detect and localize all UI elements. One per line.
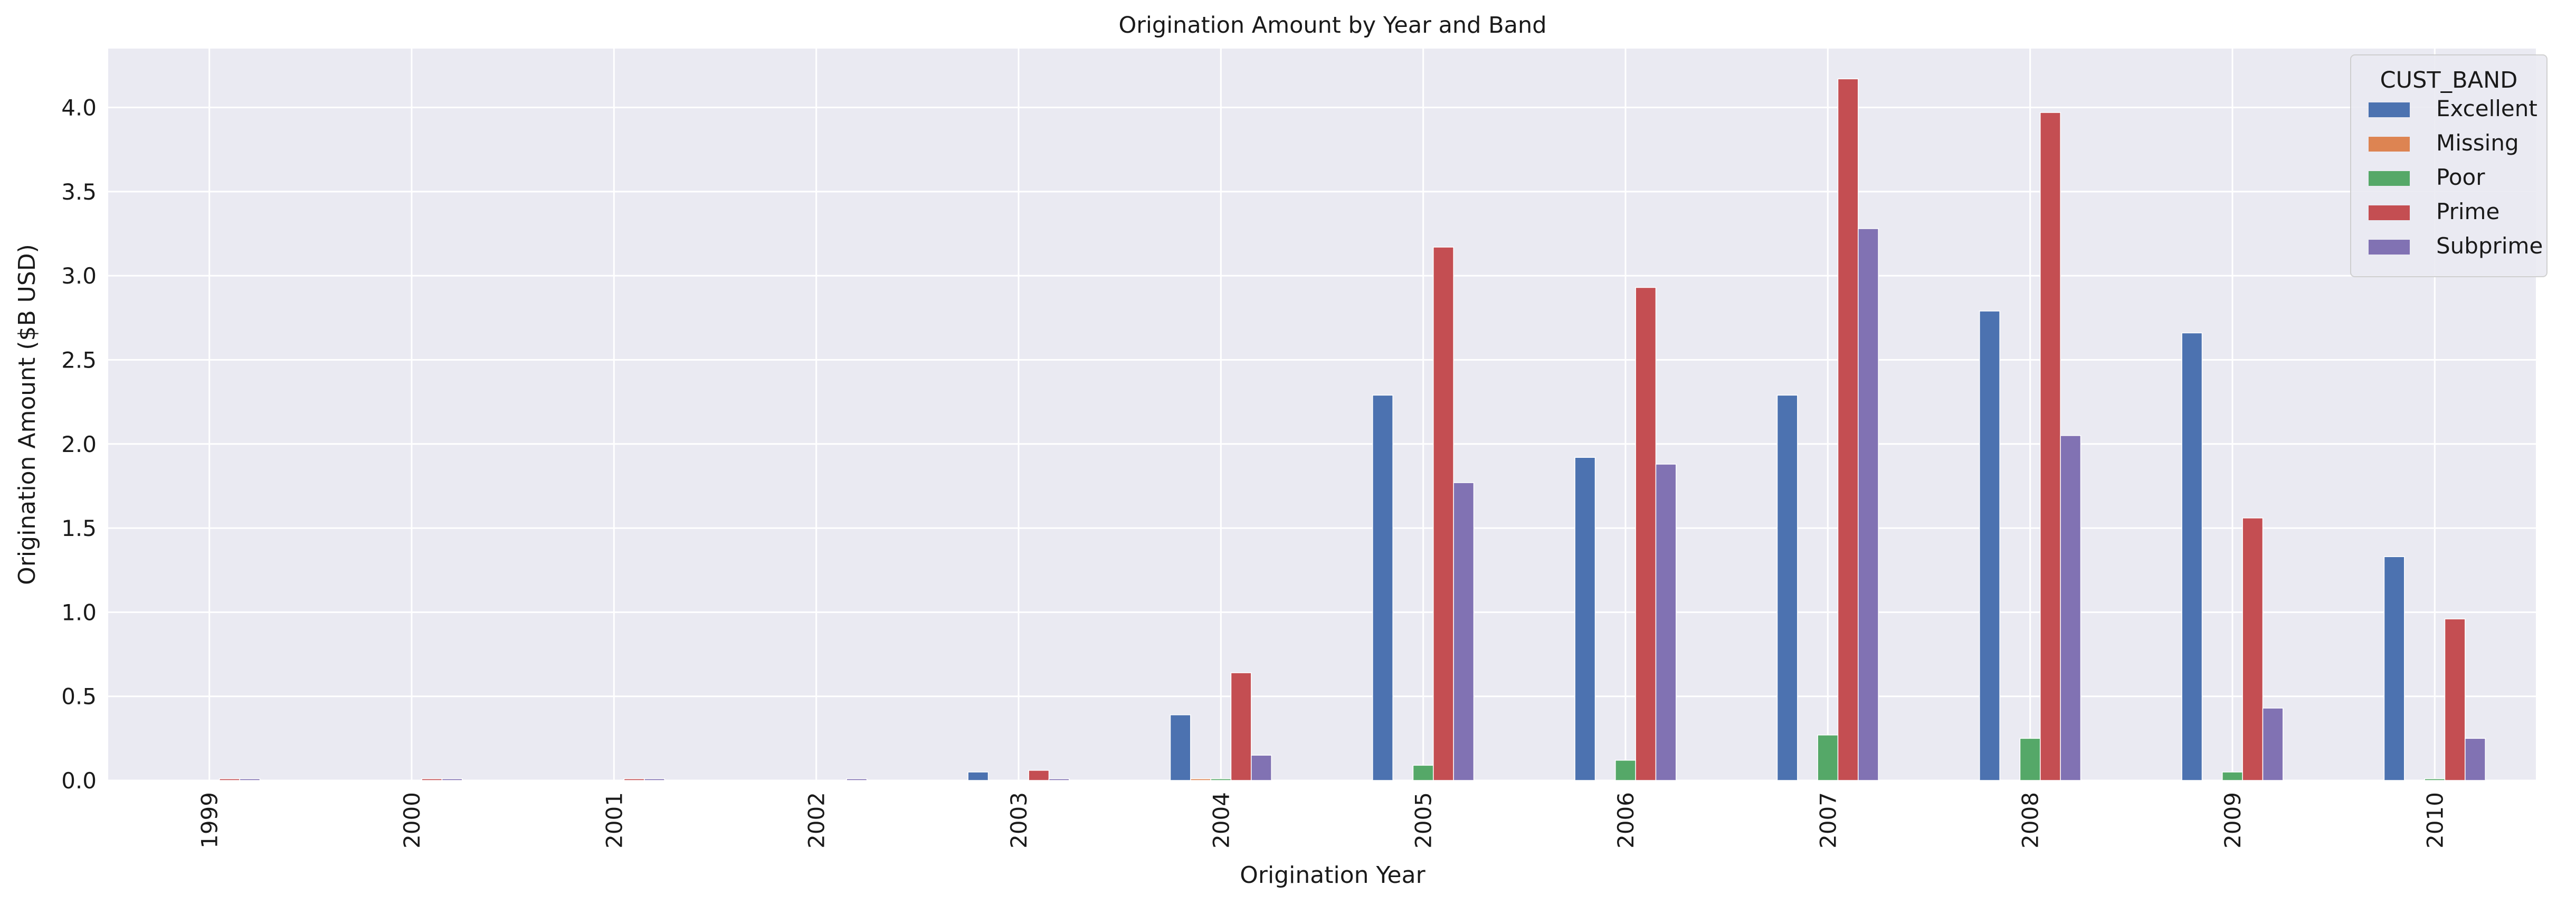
bar-subprime-2008 bbox=[2060, 435, 2081, 781]
legend-swatch bbox=[2369, 240, 2410, 255]
y-tick-label: 1.5 bbox=[61, 515, 97, 541]
x-tick-label: 2009 bbox=[2220, 792, 2246, 849]
bar-poor-2005 bbox=[1412, 765, 1434, 781]
bar-excellent-2007 bbox=[1776, 394, 1798, 781]
bar-prime-2008 bbox=[2040, 112, 2061, 781]
legend-items: Excellent Missing Poor Prime Subprime bbox=[2369, 96, 2543, 259]
bar-subprime-2001 bbox=[644, 778, 665, 781]
x-tick-label: 2010 bbox=[2422, 792, 2448, 849]
bar-excellent-2010 bbox=[2383, 556, 2405, 781]
bar-poor-2004 bbox=[1210, 778, 1232, 781]
x-tick-label: 2007 bbox=[1815, 792, 1841, 849]
y-tick-label: 4.0 bbox=[61, 95, 97, 121]
legend-label: Subprime bbox=[2436, 233, 2543, 259]
bar-subprime-2002 bbox=[846, 778, 868, 781]
y-tick-label: 1.0 bbox=[61, 599, 97, 625]
bar-prime-2006 bbox=[1635, 287, 1657, 781]
bar-excellent-2008 bbox=[1979, 310, 2000, 781]
legend-title: CUST_BAND bbox=[2380, 67, 2518, 93]
legend-label: Poor bbox=[2436, 164, 2485, 190]
bar-subprime-2000 bbox=[441, 778, 463, 781]
legend-swatch bbox=[2369, 102, 2410, 117]
legend-label: Prime bbox=[2436, 199, 2499, 224]
bar-excellent-2009 bbox=[2181, 332, 2203, 781]
x-tick-label: 2001 bbox=[601, 792, 627, 849]
y-axis-label: Origination Amount ($B USD) bbox=[14, 244, 41, 585]
bar-excellent-2003 bbox=[967, 771, 989, 781]
bar-subprime-2010 bbox=[2465, 738, 2486, 781]
x-tick-label: 2002 bbox=[804, 792, 830, 849]
legend-swatch bbox=[2369, 171, 2410, 186]
bar-subprime-2004 bbox=[1251, 755, 1272, 781]
x-axis-label: Origination Year bbox=[1240, 862, 1425, 889]
bar-prime-2004 bbox=[1230, 672, 1252, 781]
bar-series bbox=[219, 78, 2486, 781]
bar-subprime-2007 bbox=[1858, 228, 1879, 781]
vertical-gridlines bbox=[208, 49, 2436, 780]
x-tick-label: 2003 bbox=[1006, 792, 1032, 849]
bar-poor-2010 bbox=[2424, 778, 2446, 781]
chart-title: Origination Amount by Year and Band bbox=[1118, 12, 1546, 39]
bar-poor-2007 bbox=[1817, 734, 1839, 781]
legend-swatch bbox=[2369, 205, 2410, 220]
bar-excellent-2005 bbox=[1372, 394, 1393, 781]
bar-prime-2000 bbox=[421, 778, 443, 781]
bar-prime-2007 bbox=[1837, 78, 1859, 781]
x-tick-label: 2000 bbox=[399, 792, 425, 849]
bar-prime-2005 bbox=[1433, 247, 1454, 781]
x-tick-label: 2005 bbox=[1411, 792, 1437, 849]
x-tick-label: 2006 bbox=[1613, 792, 1639, 849]
legend: CUST_BAND Excellent Missing Poor Prime Subpr… bbox=[2350, 54, 2548, 277]
legend-label: Missing bbox=[2436, 130, 2519, 156]
bar-missing-2004 bbox=[1190, 778, 1211, 781]
bar-excellent-2006 bbox=[1574, 457, 1596, 781]
plot-area bbox=[108, 49, 2536, 780]
y-tick-labels: 0.0 0.5 1.0 1.5 2.0 2.5 3.0 3.5 4.0 bbox=[61, 95, 97, 794]
x-tick-labels: 1999 2000 2001 2002 2003 2004 2005 2006 2007 2008… bbox=[197, 792, 2448, 849]
bar-prime-2009 bbox=[2242, 517, 2264, 781]
bar-excellent-2004 bbox=[1170, 714, 1191, 781]
y-tick-label: 0.0 bbox=[61, 768, 97, 794]
bar-prime-1999 bbox=[219, 778, 240, 781]
y-tick-label: 2.5 bbox=[61, 347, 97, 373]
bar-poor-2006 bbox=[1615, 760, 1636, 781]
bar-subprime-1999 bbox=[239, 778, 261, 781]
x-tick-label: 2004 bbox=[1208, 792, 1234, 849]
y-tick-label: 2.0 bbox=[61, 431, 97, 457]
y-tick-label: 0.5 bbox=[61, 684, 97, 710]
x-tick-label: 2008 bbox=[2018, 792, 2043, 849]
y-tick-label: 3.5 bbox=[61, 179, 97, 205]
bar-subprime-2003 bbox=[1048, 778, 1070, 781]
y-tick-label: 3.0 bbox=[61, 263, 97, 289]
x-tick-label: 1999 bbox=[197, 792, 223, 849]
horizontal-gridlines bbox=[108, 107, 2536, 781]
bar-poor-2009 bbox=[2222, 771, 2243, 781]
bar-subprime-2005 bbox=[1453, 482, 1475, 781]
bar-prime-2001 bbox=[623, 778, 645, 781]
bar-subprime-2006 bbox=[1655, 464, 1677, 781]
bar-poor-2008 bbox=[2019, 738, 2041, 781]
legend-swatch bbox=[2369, 137, 2410, 152]
bar-prime-2010 bbox=[2444, 618, 2466, 781]
legend-label: Excellent bbox=[2436, 96, 2537, 121]
bar-subprime-2009 bbox=[2262, 708, 2284, 781]
bar-prime-2003 bbox=[1028, 770, 1050, 781]
